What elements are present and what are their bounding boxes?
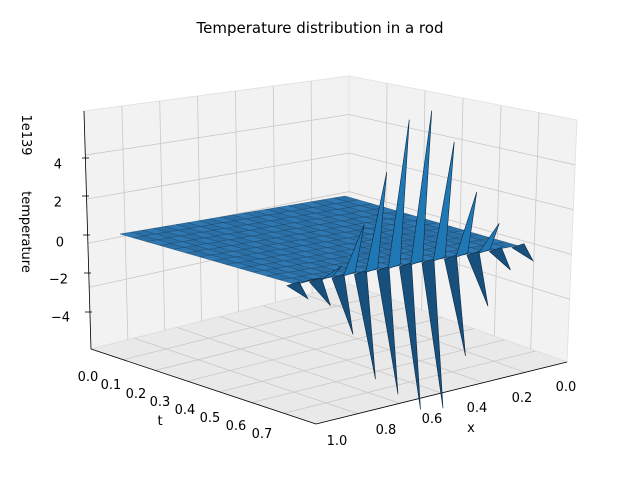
grid-line: [493, 105, 502, 337]
grid-lines: [85, 80, 576, 415]
z-tick-label: 2: [54, 196, 62, 211]
surface-spike: [331, 273, 354, 335]
surface-spike: [320, 265, 342, 281]
x-tick-label: 1.0: [327, 434, 348, 449]
z-axis-line: [83, 110, 92, 350]
grid-line: [159, 100, 166, 331]
z-offset-label: 1e139: [18, 114, 33, 155]
grid-line: [197, 95, 202, 322]
z-tick-label: 4: [54, 158, 62, 173]
surface-spike: [308, 277, 331, 306]
grid-line: [176, 326, 400, 404]
grid-line: [235, 90, 239, 312]
z-tick-label: −2: [49, 273, 68, 288]
z-tick-label: 0: [56, 236, 64, 251]
z-tick-labels: 4 2 0 −2 −4: [49, 158, 70, 326]
surface-spike: [342, 224, 365, 277]
x-tick-label: 0.0: [556, 380, 577, 395]
surface-spike: [466, 250, 489, 307]
surface-spike: [399, 262, 421, 410]
t-tick-label: 0.3: [150, 395, 171, 410]
surface-spike: [511, 243, 534, 262]
t-tick-label: 0.1: [101, 378, 122, 393]
x-tick-label: 0.8: [376, 423, 397, 438]
grid-line: [348, 191, 572, 255]
surface-spike: [444, 254, 466, 356]
t-tick-labels: 0.0 0.1 0.2 0.3 0.4 0.5 0.6 0.7: [78, 370, 273, 442]
surface-spike: [477, 223, 500, 254]
surface-spike: [488, 247, 511, 271]
surface-spike: [365, 172, 388, 273]
z-tick-label: −4: [51, 311, 70, 326]
grid-line: [219, 316, 442, 394]
t-axis-line: [90, 348, 317, 425]
temperature-surface: [119, 110, 534, 410]
t-tick-label: 0.4: [175, 403, 196, 418]
z-axis-label: temperature: [18, 191, 33, 273]
surface-spike: [432, 141, 455, 262]
surface-spike: [410, 110, 433, 266]
surface-spike: [387, 119, 410, 270]
t-tick-label: 0.2: [126, 387, 147, 402]
chart-title: Temperature distribution in a rod: [196, 19, 444, 37]
t-axis-label: t: [157, 414, 162, 429]
surface-spike: [286, 281, 309, 300]
t-tick-label: 0.5: [200, 411, 221, 426]
t-tick-label: 0.0: [78, 370, 99, 385]
grid-line: [348, 152, 574, 211]
t-tick-label: 0.6: [226, 419, 247, 434]
t-tick-label: 0.7: [252, 427, 273, 442]
grid-line: [121, 105, 129, 340]
surface-spike: [455, 191, 478, 258]
surface-spike: [354, 269, 376, 380]
z-tick-marks: [82, 157, 92, 313]
grid-line: [348, 114, 576, 166]
surface-spike: [376, 266, 399, 395]
grid-line: [85, 114, 350, 156]
x-tick-label: 0.4: [467, 401, 488, 416]
x-tick-label: 0.6: [422, 412, 443, 427]
grid-line: [133, 337, 358, 415]
x-tick-label: 0.2: [512, 391, 533, 406]
x-axis-label: x: [467, 421, 475, 436]
grid-line: [262, 305, 484, 384]
grid-line: [530, 112, 540, 350]
surface-spike: [421, 258, 444, 409]
surface-spike: [298, 277, 320, 285]
x-tick-labels: 0.0 0.2 0.4 0.6 0.8 1.0: [327, 380, 577, 449]
grid-line: [86, 152, 350, 200]
